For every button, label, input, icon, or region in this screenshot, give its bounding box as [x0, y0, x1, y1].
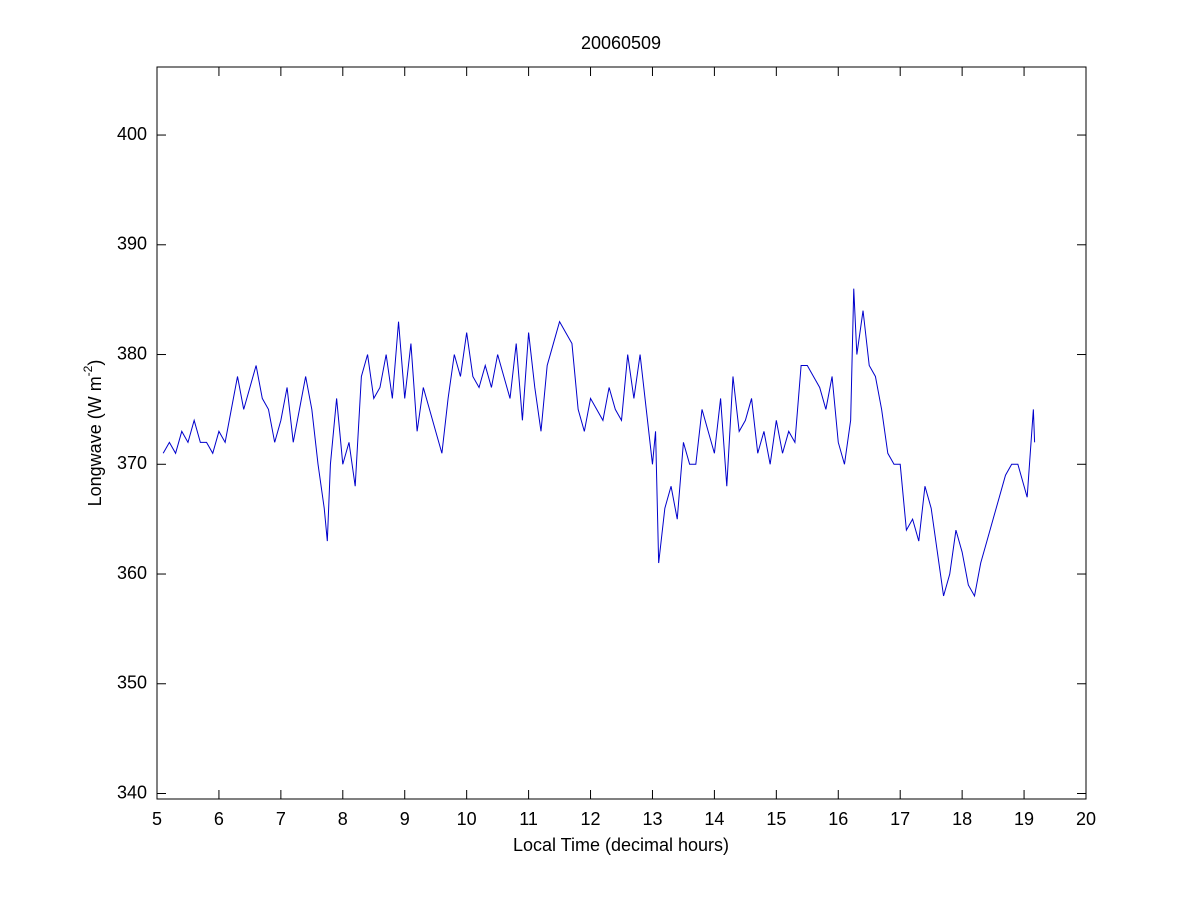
y-tick-label: 360: [117, 563, 147, 583]
data-line: [162, 288, 1036, 598]
x-tick-label: 5: [152, 809, 162, 829]
plot-area: [157, 67, 1086, 799]
x-tick-label: 17: [890, 809, 910, 829]
y-label-sup: -2: [81, 365, 95, 376]
x-tick-label: 16: [828, 809, 848, 829]
y-axis-label: Longwave (W m-2): [81, 360, 105, 507]
x-tick-label: 18: [952, 809, 972, 829]
x-tick-label: 6: [214, 809, 224, 829]
x-tick-label: 7: [276, 809, 286, 829]
x-tick-label: 9: [400, 809, 410, 829]
x-tick-label: 13: [642, 809, 662, 829]
x-tick-label: 10: [457, 809, 477, 829]
y-tick-label: 340: [117, 782, 147, 802]
y-tick-label: 370: [117, 453, 147, 473]
x-tick-label: 11: [519, 809, 538, 829]
y-tick-label: 400: [117, 124, 147, 144]
y-tick-label: 390: [117, 234, 147, 254]
y-label-end: ): [85, 360, 105, 366]
plot-frame: [156, 66, 1087, 800]
x-tick-label: 12: [581, 809, 601, 829]
x-axis-label: Local Time (decimal hours): [513, 835, 729, 855]
x-tick-label: 20: [1076, 809, 1096, 829]
chart-title: 20060509: [581, 33, 661, 53]
x-tick-label: 8: [338, 809, 348, 829]
y-label-text: Longwave (W m: [85, 376, 105, 506]
x-tick-label: 19: [1014, 809, 1034, 829]
x-tick-label: 14: [704, 809, 724, 829]
x-tick-label: 15: [766, 809, 786, 829]
y-tick-label: 380: [117, 343, 147, 363]
y-tick-label: 350: [117, 673, 147, 693]
